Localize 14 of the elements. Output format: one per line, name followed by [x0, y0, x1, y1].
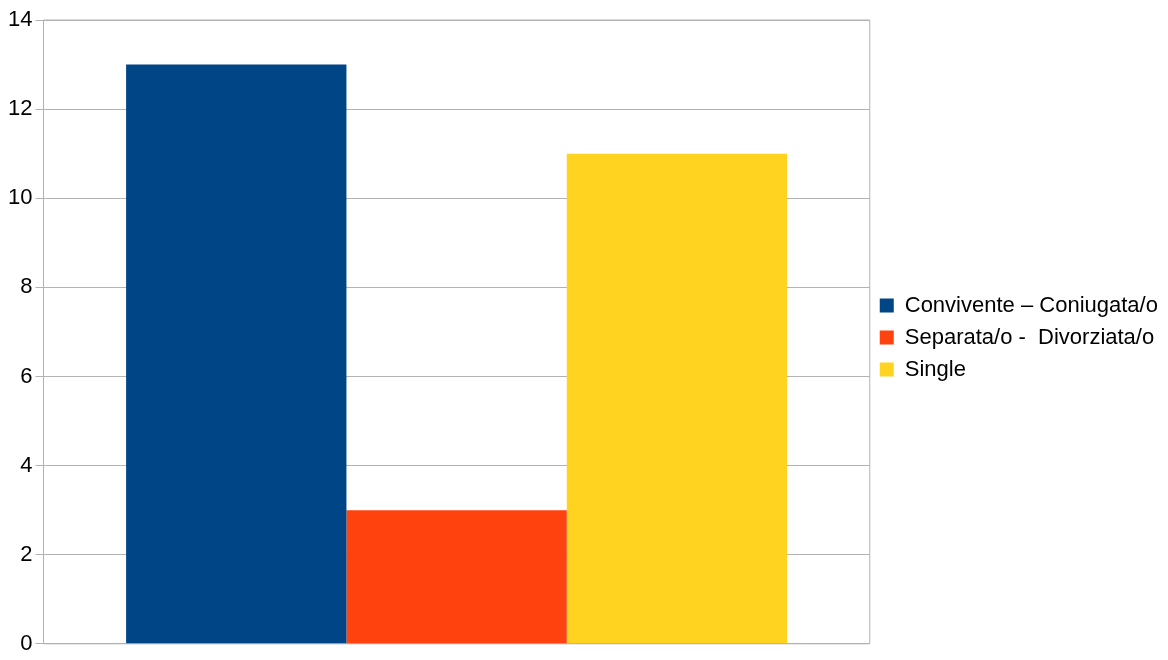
- legend-label: Separata/o - Divorziata/o: [904, 323, 1155, 349]
- y-tick-label: 14: [7, 6, 33, 32]
- bar: [126, 64, 347, 644]
- y-tick-label: 2: [20, 540, 33, 566]
- legend-label: Convivente – Coniugata/o: [904, 291, 1158, 317]
- bar: [346, 510, 567, 644]
- y-tick-label: 0: [20, 629, 33, 655]
- bar: [566, 153, 788, 644]
- y-tick-label: 10: [7, 184, 33, 210]
- y-tick-label: 8: [20, 273, 33, 299]
- y-tick-label: 4: [20, 451, 33, 477]
- y-tick-label: 6: [20, 362, 33, 388]
- y-tick-label: 12: [7, 95, 33, 121]
- legend-label: Single: [904, 355, 966, 381]
